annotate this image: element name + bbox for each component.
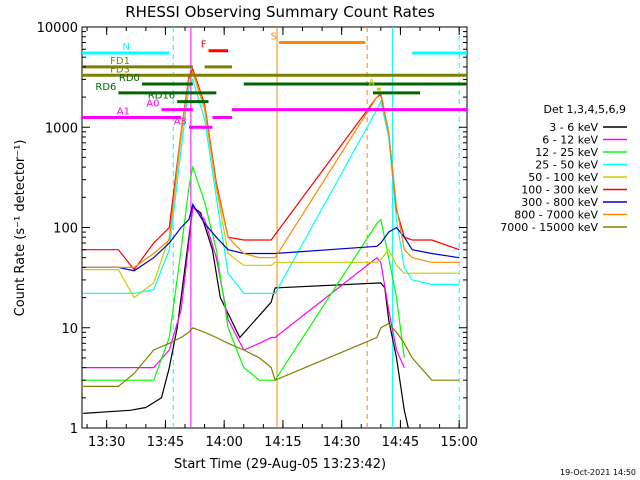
timestamp: 19-Oct-2021 14:50 xyxy=(560,468,636,477)
series-line xyxy=(83,205,405,369)
series-line xyxy=(83,71,460,299)
y-tick-label: 100 xyxy=(53,222,78,237)
y-tick-label: 1 xyxy=(70,422,78,437)
series-line xyxy=(83,322,460,387)
x-tick-label: 14:45 xyxy=(382,435,419,450)
x-tick-label: 14:15 xyxy=(264,435,301,450)
flag-label: F xyxy=(201,40,207,51)
x-tick-label: 13:45 xyxy=(147,435,184,450)
flag-label: N xyxy=(123,42,130,53)
series-line xyxy=(83,205,409,429)
y-axis-label: Count Rate (s⁻¹ detector⁻¹) xyxy=(13,140,28,317)
x-tick-label: 14:00 xyxy=(205,435,242,450)
legend-label: 12 - 25 keV xyxy=(535,146,598,159)
flag-label: FD1 xyxy=(110,56,130,67)
legend-label: 300 - 800 keV xyxy=(521,196,598,209)
chart-title: RHESSI Observing Summary Count Rates xyxy=(125,3,435,21)
flag-label: RD6 xyxy=(95,82,116,93)
legend-title: Det 1,3,4,5,6,9 xyxy=(543,103,626,116)
legend-label: 50 - 100 keV xyxy=(528,171,598,184)
legend-label: 3 - 6 keV xyxy=(549,121,598,134)
legend-label: 800 - 7000 keV xyxy=(514,209,598,222)
legend-label: 100 - 300 keV xyxy=(521,184,598,197)
series-line xyxy=(83,164,405,381)
y-tick-label: 1000 xyxy=(45,121,78,136)
flag-label: RD16 xyxy=(148,91,175,102)
flag-label: A xyxy=(368,78,375,89)
flag-label: A1 xyxy=(117,107,130,118)
legend-label: 25 - 50 keV xyxy=(535,159,598,172)
y-tick-label: 10 xyxy=(61,322,78,337)
flag-label: A0 xyxy=(146,99,159,110)
flag-label: FD3 xyxy=(110,64,130,75)
flag-label: RD0 xyxy=(119,73,140,84)
x-tick-label: 14:30 xyxy=(323,435,360,450)
x-tick-label: 15:00 xyxy=(440,435,477,450)
legend-label: 6 - 12 keV xyxy=(542,134,598,147)
y-tick-label: 10000 xyxy=(37,21,78,36)
x-tick-label: 13:30 xyxy=(88,435,125,450)
series-line xyxy=(83,69,460,268)
flag-label: S xyxy=(271,32,277,43)
legend-label: 7000 - 15000 keV xyxy=(500,221,598,234)
x-axis-label: Start Time (29-Aug-05 13:23:42) xyxy=(174,457,386,472)
flag-label: A3 xyxy=(174,116,187,127)
series-line xyxy=(83,77,460,294)
